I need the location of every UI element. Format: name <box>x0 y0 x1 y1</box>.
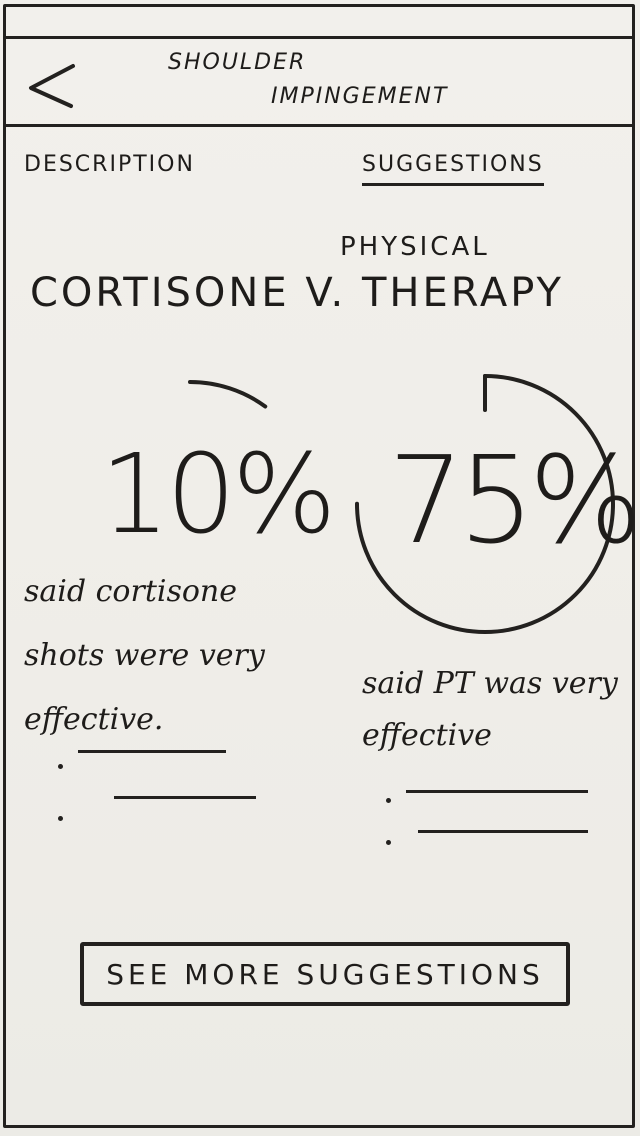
page-title-line1: Shoulder <box>168 50 307 75</box>
list-bullet <box>386 798 391 803</box>
phone-frame <box>3 4 635 1128</box>
percent-cortisone: 10% <box>100 430 336 558</box>
list-bullet <box>58 816 63 821</box>
comparison-title-therapy: Therapy <box>361 270 564 316</box>
comparison-title-cortisone: Cortisone v. <box>30 270 347 316</box>
placeholder-line <box>78 750 226 753</box>
comparison-title-physical: Physical <box>340 232 490 262</box>
page-title-line2: Impingement <box>271 84 449 109</box>
gauge-cortisone <box>20 370 320 640</box>
gauge-physical-therapy <box>340 370 630 654</box>
list-bullet <box>58 764 63 769</box>
gauge-cortisone-arc <box>60 380 320 640</box>
page-title: Shoulder Impingement <box>163 46 523 114</box>
see-more-suggestions-button[interactable]: See more suggestions <box>80 942 570 1006</box>
placeholder-line <box>114 796 256 799</box>
placeholder-line <box>406 790 588 793</box>
app-header: Shoulder Impingement <box>3 36 632 127</box>
list-bullet <box>386 840 391 845</box>
gauge-physical-therapy-arc <box>355 374 615 634</box>
chevron-left-icon <box>29 64 75 108</box>
caption-cortisone: said cortisone shots were very effective… <box>24 574 265 737</box>
comparison-title: Cortisone v. Therapy <box>30 270 564 316</box>
tab-suggestions[interactable]: Suggestions <box>362 152 544 186</box>
back-button[interactable] <box>21 54 81 114</box>
caption-physical-therapy: said PT was very effective <box>362 666 618 753</box>
placeholder-line <box>418 830 588 833</box>
status-bar-divider <box>3 36 632 39</box>
percent-physical-therapy: 75% <box>388 432 640 571</box>
tab-description[interactable]: Description <box>24 152 195 177</box>
